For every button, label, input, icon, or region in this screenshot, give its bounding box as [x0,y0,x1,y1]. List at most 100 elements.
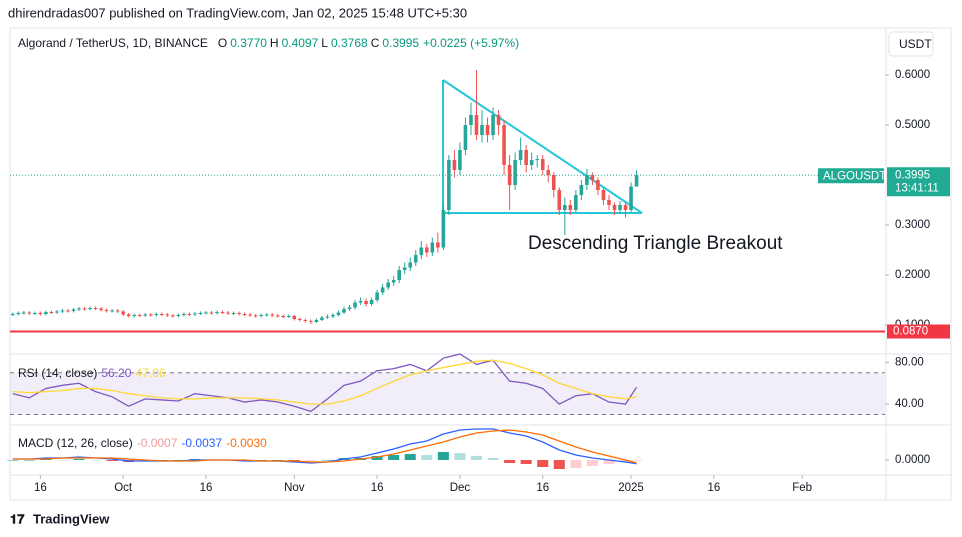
candle-body [215,312,219,313]
candle-body [209,312,214,314]
countdown: 13:41:11 [895,182,939,194]
candle-body [143,314,148,316]
symbol-label: ALGOUSDT [823,170,886,182]
y-tick-label: 0.5000 [895,119,930,131]
candle-body [513,160,517,185]
rsi-ma-value: 47.06 [135,366,166,380]
candle-body [353,302,357,308]
ohlc: O 0.3770 H 0.4097 L 0.3768 C 0.3995 [218,36,419,50]
candle-body [115,310,120,312]
candle-body [77,308,81,310]
signal-value: -0.0030 [226,436,267,450]
footer-logo: 𝟏𝟕 [10,511,25,526]
currency[interactable]: USDT [899,37,932,51]
histogram-bar [553,460,565,469]
candle-body [104,310,109,311]
candle-body [491,115,495,135]
candle-body [10,314,15,315]
histogram-bar [537,460,549,467]
candle-body [469,115,473,125]
histogram-bar [321,460,333,461]
candle-body [397,270,401,280]
rsi-value: 56.20 [101,366,132,380]
candle-body [535,159,540,160]
histogram-bar [56,460,68,461]
candle-body [121,311,125,315]
candle-body [231,313,236,314]
histogram-bar [470,456,483,460]
candle-body [314,320,319,322]
candle-body [623,205,628,210]
candle-body [248,314,252,316]
candle-body [55,311,59,313]
candle-body [358,301,363,303]
ohlc-key: C [370,36,380,50]
candle-body [557,190,562,210]
candle-body [430,242,435,253]
x-tick-label: Nov [284,482,305,494]
candle-body [303,320,308,321]
histogram-bar [404,454,416,460]
x-tick-label: 2025 [618,482,644,494]
candle-body [540,159,545,170]
histogram-bar [620,460,632,462]
currency-button[interactable] [888,31,934,57]
candle-body [270,314,275,316]
candle-body [275,315,280,317]
histogram-bar [23,460,35,461]
candle-body [596,180,600,190]
candle-body [546,170,551,175]
candle-body [463,125,468,150]
candle-body [408,262,413,268]
symbol-label-bg [818,168,884,184]
candle-body [590,175,595,180]
change: +0.0225 (+5.97%) [423,36,520,50]
indicator-line [12,353,638,413]
publish-note: dhirendradas007 published on TradingView… [8,5,467,20]
candle-body [607,200,611,205]
candle-body [452,160,457,170]
candle-body [413,255,418,263]
candle-body [325,316,330,318]
candle-body [286,316,291,317]
candle-body [242,314,247,315]
macd-title: MACD (12, 26, close) [18,436,133,450]
candle-body [82,308,87,310]
macd-legend: MACD (12, 26, close) -0.0007 -0.0037 -0.… [18,436,267,450]
frame [9,27,952,501]
histogram-bar [437,452,449,460]
y-tick-label: 0.3000 [895,219,930,231]
candle-body [187,314,192,315]
candle-body [380,287,385,293]
macd-value: -0.0037 [181,436,223,450]
hist-value: -0.0007 [136,436,178,450]
candle-body [237,313,241,314]
candle-body [386,282,390,288]
candle-body [198,313,203,314]
candle-body [88,308,92,309]
candle-body [320,317,324,320]
histogram-bar [570,460,582,468]
candle-body [132,315,137,316]
candle-body [71,309,76,311]
candle-body [38,313,43,314]
candle-body [226,312,230,314]
candle-body [485,125,490,135]
candle-body [49,312,54,313]
ohlc-key: L [321,36,328,50]
candle-body [99,308,103,310]
x-tick-label: 16 [707,482,720,494]
histogram-bar [586,460,598,466]
annotation: Descending Triangle Breakout [528,233,783,254]
candle-body [425,247,429,253]
x-tick-label: Dec [450,482,471,494]
candle-body [137,315,142,316]
candle-body [529,160,534,165]
candle-body [342,309,346,313]
candle-body [496,115,501,125]
candle-body [507,165,512,185]
candle-body [369,300,374,304]
candle-body [436,242,440,248]
